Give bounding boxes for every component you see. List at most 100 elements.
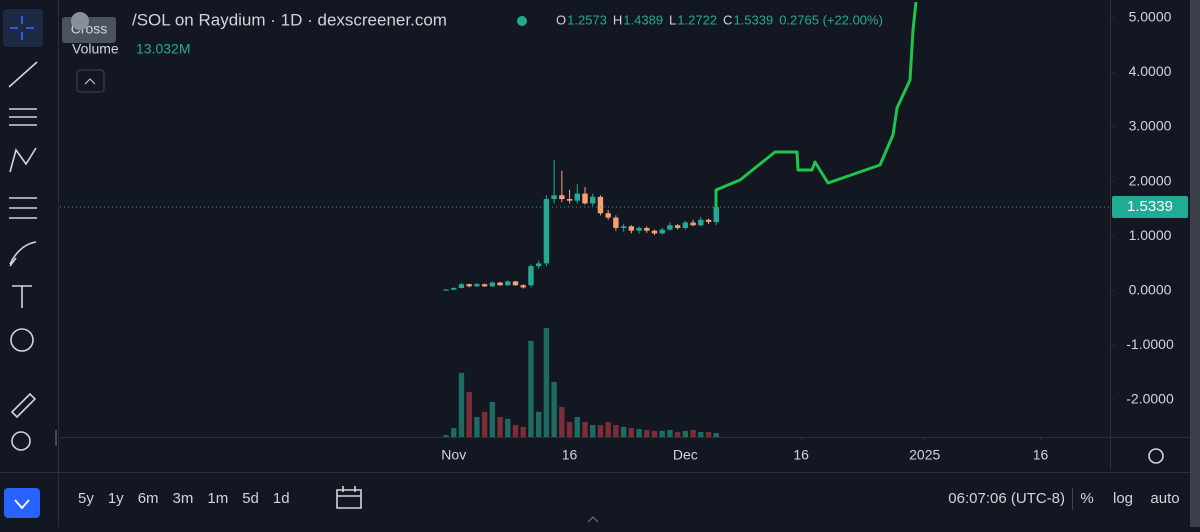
volume-bar	[505, 418, 511, 437]
prediction-icon[interactable]	[9, 197, 37, 219]
tool-active[interactable]	[3, 9, 43, 47]
hide-button[interactable]	[4, 488, 40, 518]
cross-icon[interactable]	[10, 16, 34, 40]
candle-body	[566, 199, 573, 201]
ohlc-value: 1.4389	[623, 12, 663, 27]
divider	[60, 437, 1190, 438]
y-tick-label: 1.0000	[1129, 227, 1172, 243]
text-icon[interactable]	[12, 285, 32, 308]
candle-body	[682, 222, 689, 228]
candle-body	[574, 193, 580, 201]
volume-bar	[682, 430, 689, 437]
volume-bar	[566, 421, 573, 437]
x-tick-label: 16	[793, 447, 809, 463]
candle-body	[481, 284, 488, 287]
brush-icon[interactable]	[9, 241, 37, 267]
candle-body	[628, 226, 635, 231]
volume-bar	[651, 430, 658, 437]
line-icon[interactable]	[8, 61, 38, 88]
token-avatar	[71, 12, 89, 30]
range-button[interactable]: 5d	[242, 490, 259, 507]
range-button[interactable]: 5y	[78, 490, 94, 507]
candle-body	[535, 263, 542, 267]
volume-bar	[582, 421, 588, 437]
ohlc-key: O	[556, 12, 566, 27]
range-button[interactable]: 1m	[207, 490, 228, 507]
volume-bar	[559, 406, 565, 437]
candle-body	[690, 222, 696, 226]
y-tick-label: 0.0000	[1129, 281, 1172, 297]
date-range-icon[interactable]	[336, 486, 362, 509]
candle-body	[505, 281, 511, 286]
percent-toggle[interactable]: %	[1080, 490, 1093, 507]
volume-label: Volume	[72, 41, 119, 57]
candle-body	[520, 285, 526, 288]
volume-bar	[458, 372, 465, 437]
y-tick-label: 2.0000	[1129, 172, 1172, 188]
candle-body	[636, 227, 642, 231]
candle-body	[451, 287, 457, 290]
volume-bar	[451, 428, 457, 437]
clock: 06:07:06 (UTC-8)	[948, 490, 1065, 507]
last-price-label: 1.5339	[1127, 198, 1173, 215]
volume-bar	[528, 340, 534, 437]
candle-body	[489, 282, 496, 287]
candle-body	[667, 225, 673, 230]
candle-body	[651, 230, 658, 234]
volume-bar	[644, 429, 650, 437]
ohlc-key: L	[669, 12, 676, 27]
volume-bar	[674, 432, 681, 437]
collapse-button[interactable]	[76, 69, 105, 93]
volume-bar	[590, 425, 596, 437]
volume-value: 13.032M	[136, 41, 190, 57]
volume-bar	[713, 432, 719, 437]
range-button[interactable]: 1d	[273, 490, 290, 507]
candle-body	[582, 193, 588, 204]
ohlc-key: H	[613, 12, 622, 27]
candle-body	[559, 195, 565, 200]
candle-body	[674, 225, 681, 228]
ruler-icon[interactable]	[10, 392, 37, 419]
volume-bar	[690, 429, 696, 437]
y-tick-label: -2.0000	[1126, 391, 1174, 407]
x-tick-label: Dec	[673, 447, 698, 463]
volume-bar	[481, 411, 488, 437]
resize-handle[interactable]	[587, 516, 599, 523]
candle-body	[528, 266, 534, 286]
volume-bar	[443, 435, 449, 437]
candle-body	[620, 226, 627, 228]
range-button[interactable]: 1y	[108, 490, 124, 507]
range-button[interactable]: 6m	[138, 490, 159, 507]
auto-toggle[interactable]: auto	[1150, 490, 1179, 507]
volume-bar	[474, 417, 480, 437]
volume-bar	[574, 417, 580, 437]
range-button[interactable]: 3m	[173, 490, 194, 507]
volume-bar	[512, 425, 519, 437]
y-tick-label: 4.0000	[1129, 63, 1172, 79]
volume-bar	[659, 430, 665, 437]
y-tick-label: -1.0000	[1126, 336, 1174, 352]
divider	[58, 0, 59, 527]
log-toggle[interactable]: log	[1113, 490, 1133, 507]
hand-drawing	[714, 1, 918, 222]
hide-icon[interactable]	[14, 499, 30, 510]
volume-bar	[597, 425, 604, 437]
volume-bar	[613, 425, 619, 437]
candle-body	[659, 229, 665, 234]
volume-bar	[698, 432, 704, 437]
collapse-icon[interactable]	[84, 78, 96, 85]
candle-body	[443, 289, 449, 291]
emoji-icon[interactable]	[10, 328, 34, 352]
candle-body	[458, 284, 465, 288]
fib-icon[interactable]	[9, 108, 37, 126]
zoom-icon[interactable]	[11, 431, 31, 451]
pattern-icon[interactable]	[9, 147, 37, 173]
settings-icon[interactable]	[1148, 448, 1164, 464]
candle-body	[605, 213, 611, 218]
x-tick-label: Nov	[441, 447, 466, 463]
candle-body	[512, 281, 519, 286]
separator	[1072, 488, 1073, 510]
volume-bar	[628, 428, 635, 437]
divider	[0, 472, 1190, 473]
